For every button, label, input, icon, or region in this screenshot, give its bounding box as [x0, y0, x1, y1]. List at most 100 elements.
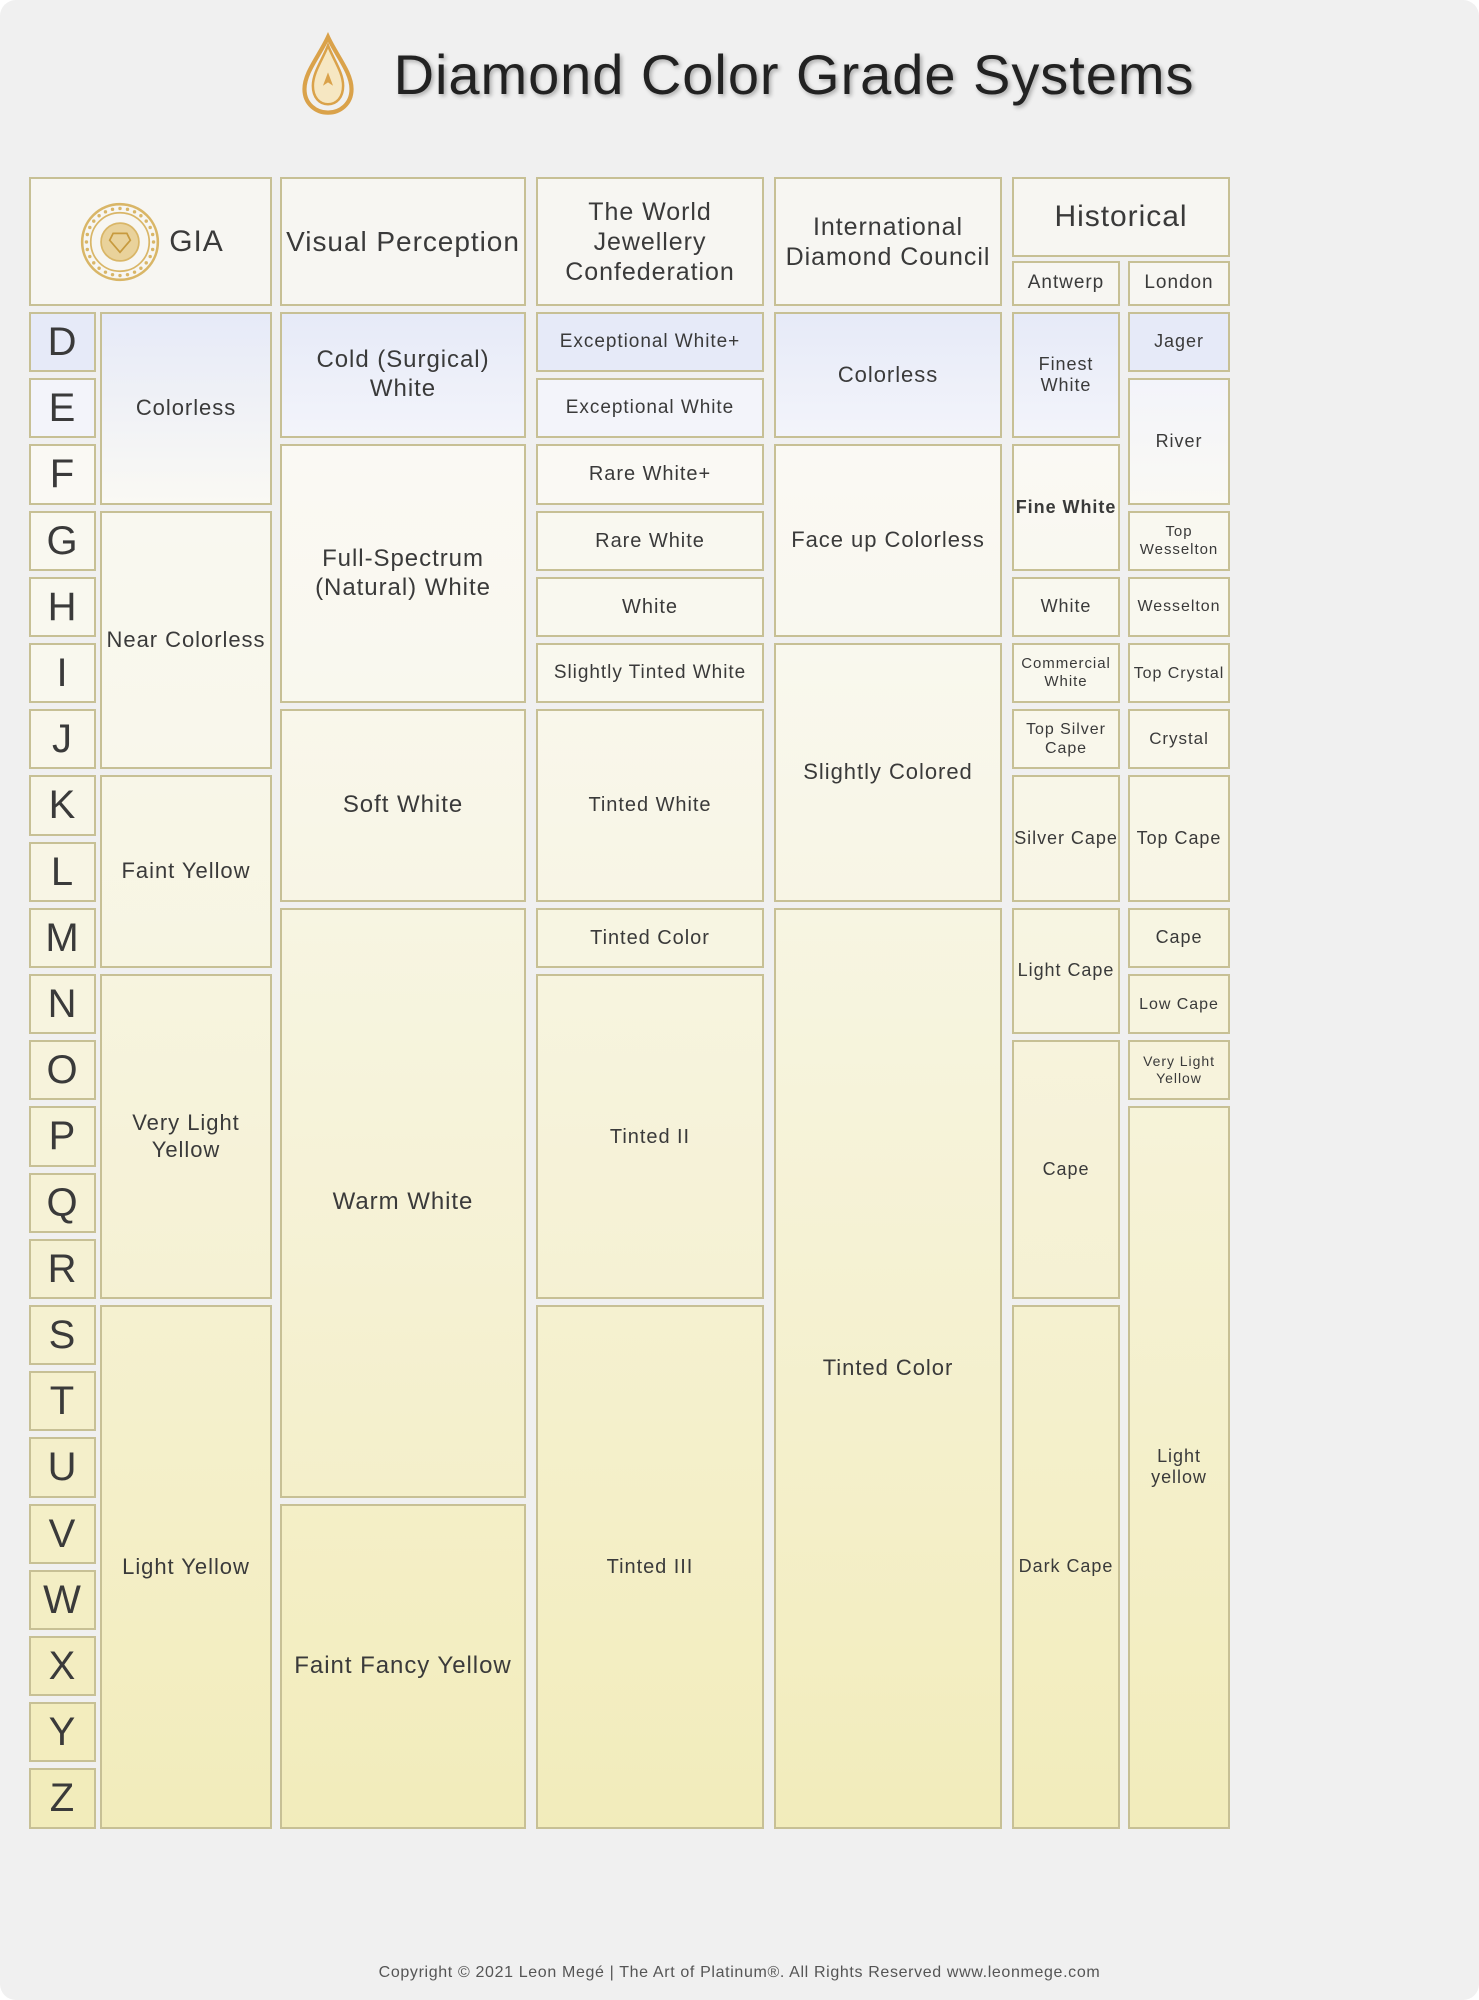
idc-seg-1: Face up Colorless — [774, 444, 1002, 637]
page: Diamond Color Grade Systems GIA Visual Per… — [0, 0, 1479, 2000]
antwerp-seg-1: Fine White — [1012, 444, 1120, 570]
visual-seg-4-label: Faint Fancy Yellow — [294, 1652, 511, 1681]
letter-R: R — [29, 1239, 96, 1299]
gia-seg-3: Very Light Yellow — [100, 974, 272, 1299]
wjc-seg-7-label: Tinted Color — [590, 926, 710, 950]
letter-T: T — [29, 1371, 96, 1431]
header-gia: GIA — [29, 177, 272, 306]
idc-seg-0: Colorless — [774, 312, 1002, 438]
london-seg-1: River — [1128, 378, 1230, 504]
london-seg-7: Cape — [1128, 908, 1230, 968]
london-seg-2-label: Top Wesselton — [1130, 523, 1228, 559]
wjc-seg-3-label: Rare White — [595, 529, 705, 553]
visual-seg-0: Cold (Surgical) White — [280, 312, 526, 438]
london-seg-3: Wesselton — [1128, 577, 1230, 637]
visual-seg-0-label: Cold (Surgical) White — [282, 346, 524, 404]
london-seg-10-label: Light yellow — [1130, 1446, 1228, 1489]
page-title: Diamond Color Grade Systems — [394, 42, 1195, 107]
london-seg-9: Very Light Yellow — [1128, 1040, 1230, 1100]
antwerp-seg-0-label: Finest White — [1014, 354, 1118, 397]
idc-seg-3-label: Tinted Color — [823, 1355, 954, 1381]
header-visual-label: Visual Perception — [286, 225, 520, 259]
london-seg-1-label: River — [1156, 431, 1203, 453]
antwerp-seg-4: Top Silver Cape — [1012, 709, 1120, 769]
london-seg-3-label: Wesselton — [1137, 597, 1220, 616]
idc-seg-2: Slightly Colored — [774, 643, 1002, 902]
header-historical: Historical — [1012, 177, 1230, 257]
title-row: Diamond Color Grade Systems — [80, 34, 1400, 114]
gia-seg-1-label: Near Colorless — [107, 627, 266, 653]
idc-seg-0-label: Colorless — [838, 362, 938, 388]
antwerp-seg-2: White — [1012, 577, 1120, 637]
letter-N: N — [29, 974, 96, 1034]
antwerp-seg-1-label: Fine White — [1016, 497, 1117, 519]
gia-seal-icon — [77, 199, 163, 285]
header-historical-label: Historical — [1055, 199, 1188, 235]
antwerp-seg-7-label: Cape — [1043, 1159, 1090, 1181]
gia-seg-4: Light Yellow — [100, 1305, 272, 1829]
letter-O: O — [29, 1040, 96, 1100]
wjc-seg-8: Tinted II — [536, 974, 764, 1299]
wjc-seg-5: Slightly Tinted White — [536, 643, 764, 703]
london-seg-4-label: Top Crystal — [1134, 664, 1225, 683]
london-seg-6-label: Top Cape — [1137, 828, 1222, 850]
visual-seg-3-label: Warm White — [333, 1188, 474, 1217]
letter-D: D — [29, 312, 96, 372]
letter-V: V — [29, 1504, 96, 1564]
london-seg-4: Top Crystal — [1128, 643, 1230, 703]
header-london-label: London — [1144, 272, 1213, 295]
idc-seg-3: Tinted Color — [774, 908, 1002, 1829]
wjc-seg-8-label: Tinted II — [610, 1125, 690, 1149]
antwerp-seg-3: Commercial White — [1012, 643, 1120, 703]
letter-Q: Q — [29, 1173, 96, 1233]
antwerp-seg-5: Silver Cape — [1012, 775, 1120, 901]
wjc-seg-6: Tinted White — [536, 709, 764, 902]
header-gia-label: GIA — [169, 224, 224, 260]
wjc-seg-0: Exceptional White+ — [536, 312, 764, 372]
copyright: Copyright © 2021 Leon Megé | The Art of … — [0, 1964, 1479, 1982]
antwerp-seg-6: Light Cape — [1012, 908, 1120, 1034]
london-seg-0-label: Jager — [1154, 331, 1204, 353]
gia-seg-4-label: Light Yellow — [122, 1554, 250, 1580]
wjc-seg-1: Exceptional White — [536, 378, 764, 438]
wjc-seg-9: Tinted III — [536, 1305, 764, 1829]
header-idc: International Diamond Council — [774, 177, 1002, 306]
london-seg-6: Top Cape — [1128, 775, 1230, 901]
wjc-seg-1-label: Exceptional White — [566, 397, 734, 420]
letter-L: L — [29, 842, 96, 902]
antwerp-seg-2-label: White — [1041, 596, 1092, 618]
visual-seg-2-label: Soft White — [343, 791, 463, 820]
wjc-seg-2-label: Rare White+ — [589, 462, 711, 486]
letter-E: E — [29, 378, 96, 438]
letter-H: H — [29, 577, 96, 637]
gia-seg-1: Near Colorless — [100, 511, 272, 770]
letter-X: X — [29, 1636, 96, 1696]
gia-seg-0-label: Colorless — [136, 395, 236, 421]
wjc-seg-6-label: Tinted White — [588, 793, 711, 817]
wjc-seg-0-label: Exceptional White+ — [560, 331, 740, 354]
letter-W: W — [29, 1570, 96, 1630]
london-seg-2: Top Wesselton — [1128, 511, 1230, 571]
antwerp-seg-8: Dark Cape — [1012, 1305, 1120, 1829]
visual-seg-1: Full-Spectrum (Natural) White — [280, 444, 526, 703]
idc-seg-1-label: Face up Colorless — [791, 527, 985, 553]
letter-J: J — [29, 709, 96, 769]
header-london: London — [1128, 261, 1230, 306]
visual-seg-3: Warm White — [280, 908, 526, 1498]
header-visual: Visual Perception — [280, 177, 526, 306]
letter-M: M — [29, 908, 96, 968]
london-seg-10: Light yellow — [1128, 1106, 1230, 1828]
gia-seg-2: Faint Yellow — [100, 775, 272, 968]
idc-seg-2-label: Slightly Colored — [803, 759, 972, 785]
london-seg-5-label: Crystal — [1149, 729, 1209, 749]
wjc-seg-9-label: Tinted III — [607, 1555, 694, 1579]
letter-G: G — [29, 511, 96, 571]
wjc-seg-7: Tinted Color — [536, 908, 764, 968]
letter-I: I — [29, 643, 96, 703]
antwerp-seg-0: Finest White — [1012, 312, 1120, 438]
letter-Z: Z — [29, 1768, 96, 1828]
wjc-seg-5-label: Slightly Tinted White — [554, 662, 746, 685]
london-seg-5: Crystal — [1128, 709, 1230, 769]
gia-seg-0: Colorless — [100, 312, 272, 505]
antwerp-seg-6-label: Light Cape — [1018, 960, 1115, 982]
